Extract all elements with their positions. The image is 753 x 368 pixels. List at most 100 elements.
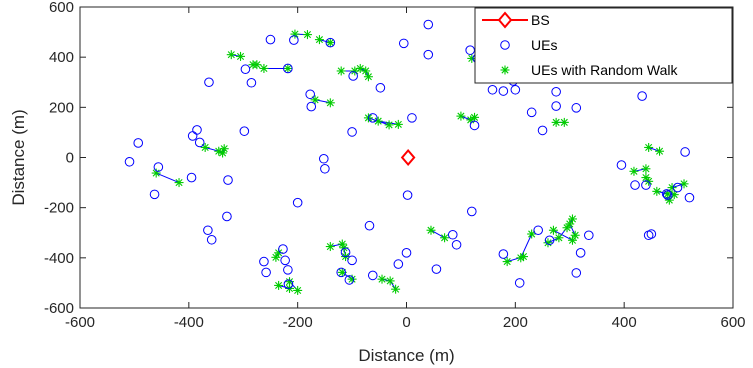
legend-ue-circle: [500, 40, 510, 50]
walk-point: [391, 284, 401, 294]
walk-point: [551, 117, 561, 127]
walk-point: [290, 29, 300, 39]
walk-marker-icon: [500, 65, 510, 75]
x-tick-label: 400: [612, 314, 637, 331]
ue-point: [318, 153, 329, 164]
walk-point: [393, 119, 403, 129]
legend-walk-star: [500, 65, 510, 75]
walk-point: [314, 35, 324, 45]
walk-point: [518, 252, 528, 262]
ue-point: [283, 265, 293, 275]
walk-point: [325, 98, 335, 108]
ue-point: [375, 82, 386, 93]
x-tick-label: -400: [174, 314, 204, 331]
ue-point: [630, 180, 640, 190]
y-axis: -600 -400 -200 0 200 400 600: [44, 0, 733, 317]
y-tick-label: 200: [49, 99, 74, 116]
ue-point: [246, 77, 257, 88]
walk-point: [559, 117, 569, 127]
ue-point: [222, 211, 232, 222]
ue-point: [616, 160, 627, 170]
ue-point: [204, 77, 214, 88]
walk-point: [641, 164, 651, 174]
walk-point: [302, 30, 312, 40]
ue-point: [680, 147, 690, 157]
ue-point: [407, 113, 417, 123]
ue-point: [575, 248, 586, 258]
ue-point: [347, 127, 357, 137]
ue-point: [551, 101, 561, 111]
walk-point: [252, 60, 262, 70]
ue-point: [124, 156, 135, 167]
ue-point: [305, 89, 315, 100]
walk-point: [218, 148, 228, 158]
ue-point: [447, 229, 458, 240]
legend-bs-diamond: [497, 11, 513, 29]
walk-point: [293, 285, 303, 295]
ue-point: [637, 91, 647, 101]
ue-point: [469, 120, 480, 131]
ue-point: [149, 189, 160, 200]
ue-point: [240, 64, 251, 75]
ue-point: [259, 256, 269, 267]
ue-point: [283, 279, 294, 289]
x-tick-label: -600: [65, 314, 95, 331]
ue-point: [280, 255, 290, 266]
walk-point: [652, 186, 662, 196]
legend-item-bs: BS: [482, 11, 550, 29]
walk-path: [430, 229, 445, 239]
ue-point: [661, 189, 672, 199]
bs-marker-icon: [482, 11, 528, 29]
walk-point: [325, 38, 335, 48]
ue-point: [465, 45, 475, 55]
walk-point: [337, 239, 347, 249]
ue-point: [265, 34, 276, 45]
x-tick-label: 200: [503, 314, 528, 331]
walk-point: [456, 111, 466, 121]
ue-point: [684, 192, 695, 203]
ue-point: [510, 84, 521, 95]
walk-point: [502, 257, 512, 267]
walk-point: [200, 142, 210, 152]
ue-point: [533, 225, 543, 236]
ue-point: [153, 162, 164, 172]
legend-item-walk: UEs with Random Walk: [500, 62, 679, 78]
walk-path: [671, 183, 685, 189]
walk-point: [629, 166, 639, 176]
x-tick-label: -200: [283, 314, 313, 331]
y-tick-label: 0: [66, 150, 74, 167]
walk-point: [236, 51, 246, 61]
walk-point: [336, 66, 346, 76]
legend-label-walk: UEs with Random Walk: [531, 62, 679, 78]
walk-path: [553, 229, 573, 241]
ue-point: [423, 49, 434, 60]
ue-point: [367, 113, 378, 123]
walk-point: [554, 233, 564, 243]
walk-point: [440, 233, 450, 243]
ue-point: [467, 206, 477, 217]
walk-point: [644, 142, 654, 152]
ue-point: [451, 239, 462, 250]
ue-point: [283, 63, 293, 74]
y-tick-label: -200: [44, 200, 74, 217]
ue-point: [261, 267, 271, 278]
walk-point: [527, 229, 537, 239]
walk-point: [548, 225, 558, 235]
walk-point: [226, 50, 236, 60]
walk-point: [470, 112, 480, 122]
walk-path: [648, 147, 660, 152]
ue-point: [551, 86, 561, 97]
ue-point: [206, 234, 217, 245]
walk-point: [467, 53, 477, 63]
legend-label-bs: BS: [531, 12, 550, 28]
ue-point: [194, 137, 205, 148]
ue-point: [325, 37, 336, 48]
ue-point: [133, 138, 144, 148]
ue-point: [340, 247, 351, 258]
ue-point: [364, 220, 375, 231]
walk-point: [655, 146, 665, 156]
ue-point: [367, 270, 378, 281]
ue-point: [514, 278, 525, 288]
ue-point: [646, 229, 657, 239]
